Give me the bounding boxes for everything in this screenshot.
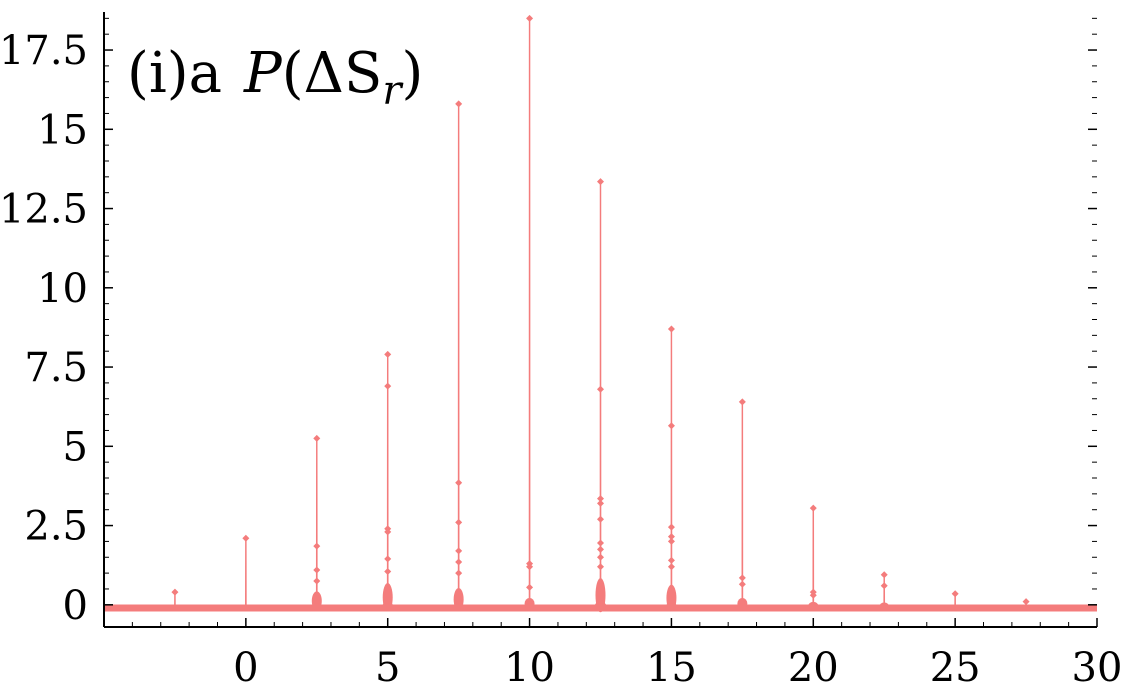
data-point: [809, 504, 817, 512]
data-point: [667, 523, 675, 531]
data-point: [597, 385, 604, 393]
points-layer: [171, 14, 1030, 606]
data-point: [667, 537, 675, 545]
data-point: [455, 547, 463, 555]
data-point: [313, 542, 321, 550]
peak-bump: [666, 584, 677, 612]
peak-bump: [808, 601, 819, 610]
data-point: [597, 495, 604, 503]
ticks-layer: [103, 17, 1098, 627]
x-tick-label: 25: [930, 645, 981, 691]
y-tick-label: 2.5: [24, 504, 88, 550]
y-tick-label: 17.5: [0, 28, 88, 74]
y-tick-label: 5: [63, 424, 88, 470]
data-point: [738, 580, 746, 588]
data-point: [597, 563, 604, 571]
title-expr-open: (: [282, 41, 304, 106]
y-tick-label: 10: [37, 266, 88, 312]
data-point: [526, 583, 534, 591]
peak-bump: [737, 597, 748, 610]
y-tick-label: 15: [37, 107, 88, 153]
data-point: [384, 382, 392, 390]
title-expr-delta: ΔS: [304, 41, 383, 106]
data-point: [455, 569, 463, 577]
data-point: [597, 553, 604, 561]
data-point: [526, 14, 534, 22]
x-tick-label: 0: [233, 645, 258, 691]
peak-bump: [524, 597, 535, 610]
data-point: [880, 571, 888, 579]
data-point: [880, 582, 888, 590]
x-tick-label: 20: [788, 645, 839, 691]
y-tick-label: 7.5: [24, 345, 88, 391]
data-point: [738, 398, 746, 406]
title-label: (i)a: [127, 41, 222, 106]
peak-bump: [879, 602, 890, 611]
peak-bump: [453, 588, 464, 611]
x-tick-label: 30: [1072, 645, 1123, 691]
peak-bump: [595, 578, 606, 613]
data-point: [384, 568, 392, 576]
data-point: [667, 556, 675, 564]
data-point: [597, 499, 604, 507]
tick-labels-layer: 0 5 10 15 20 25 30 0 2.5 5 7.5 10 12.5 15 17.5: [0, 28, 1122, 691]
data-point: [597, 545, 604, 553]
data-point: [951, 590, 959, 598]
series-layer: [104, 17, 1097, 613]
data-point: [667, 563, 675, 571]
data-point: [242, 534, 250, 542]
peak-bump: [311, 591, 322, 611]
title-expr-close: ): [401, 41, 423, 106]
data-point: [597, 539, 604, 547]
y-tick-label: 12.5: [0, 187, 88, 233]
data-point: [384, 528, 392, 536]
data-point: [597, 515, 604, 523]
y-tick-label: 0: [63, 583, 88, 629]
data-point: [667, 533, 675, 541]
title-expr-sub: r: [382, 68, 404, 114]
data-point: [455, 100, 463, 108]
data-point: [384, 350, 392, 358]
x-tick-label: 5: [375, 645, 400, 691]
data-point: [738, 574, 746, 582]
data-point: [313, 434, 321, 442]
data-point: [809, 591, 817, 599]
data-point: [667, 422, 675, 430]
data-point: [667, 325, 675, 333]
data-point: [384, 555, 392, 563]
peak-bump: [382, 583, 393, 612]
x-tick-label: 15: [646, 645, 697, 691]
data-point: [1022, 598, 1030, 606]
data-point: [455, 558, 463, 566]
data-point: [455, 518, 463, 526]
data-point: [313, 566, 321, 574]
data-point: [313, 577, 321, 585]
title-expr-p: P: [243, 41, 283, 106]
data-point: [171, 588, 179, 596]
chart-title: (i)a P(ΔSr): [127, 41, 423, 114]
x-tick-label: 10: [504, 645, 555, 691]
data-point: [597, 178, 604, 186]
data-point: [526, 563, 534, 571]
data-point: [455, 479, 463, 487]
